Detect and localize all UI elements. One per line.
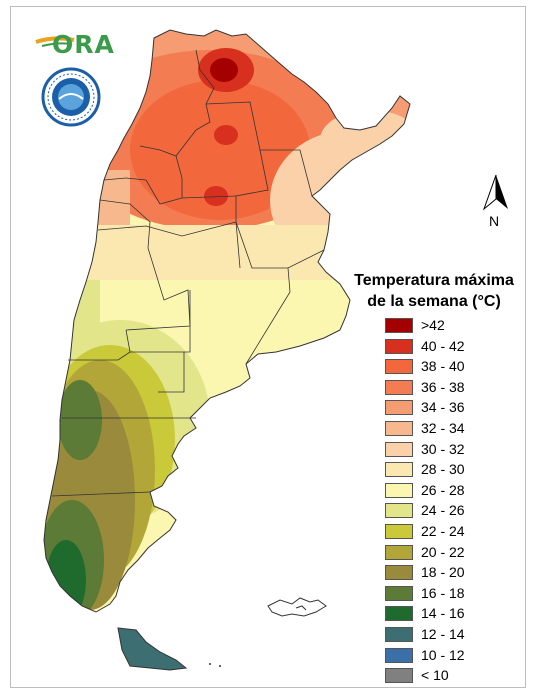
north-label: N: [489, 213, 500, 229]
legend-swatch: [385, 359, 413, 375]
islas-malvinas: [267, 597, 327, 617]
legend-range-label: 38 - 40: [421, 358, 465, 375]
legend-range-label: 10 - 12: [421, 646, 465, 663]
legend-swatch: [385, 565, 413, 581]
ora-logo-text: ORA: [52, 30, 115, 59]
legend-range-label: < 10: [421, 667, 449, 684]
legend-swatch: [385, 318, 413, 333]
legend-swatch: [385, 544, 413, 560]
legend-range-label: 36 - 38: [421, 378, 465, 395]
legend-swatch: [385, 585, 413, 601]
legend-range-label: 34 - 36: [421, 399, 465, 416]
legend-range-label: 24 - 26: [421, 502, 465, 519]
legend-range-label: 16 - 18: [421, 584, 465, 601]
legend-range-label: 30 - 32: [421, 440, 465, 457]
legend-swatch: [385, 338, 413, 354]
legend-swatch: [385, 668, 413, 684]
legend-swatch: [385, 524, 413, 539]
legend-swatch: [385, 503, 413, 519]
small-islands: [209, 663, 221, 667]
legend-range-label: 18 - 20: [421, 564, 465, 581]
servicio-meteorologico-seal: [41, 67, 101, 127]
legend-range-label: 14 - 16: [421, 605, 465, 622]
legend-swatch: [385, 400, 413, 416]
legend-title: Temperatura máxima de la semana (°C): [334, 270, 534, 312]
legend-range-label: 28 - 30: [421, 461, 465, 478]
legend-swatch: [385, 482, 413, 498]
legend-range-label: 22 - 24: [421, 523, 465, 539]
legend-swatch: [385, 647, 413, 663]
legend-swatch: [385, 462, 413, 478]
ora-logo: ORA: [34, 28, 114, 60]
legend-swatch: [385, 606, 413, 622]
legend-swatch: [385, 379, 413, 395]
legend-range-label: 12 - 14: [421, 626, 465, 642]
legend-range-label: >42: [421, 317, 445, 333]
legend-swatch: [385, 627, 413, 642]
legend-swatch: [385, 421, 413, 436]
legend-title-line2: de la semana (°C): [367, 293, 501, 310]
province-borders: [51, 49, 325, 497]
legend-range-label: 40 - 42: [421, 337, 465, 354]
legend-range-label: 32 - 34: [421, 420, 465, 436]
legend-title-line1: Temperatura máxima: [354, 272, 514, 289]
legend-swatch: [385, 441, 413, 457]
north-arrow-icon: [482, 173, 510, 229]
legend-range-label: 20 - 22: [421, 543, 465, 560]
legend-range-label: 26 - 28: [421, 481, 465, 498]
